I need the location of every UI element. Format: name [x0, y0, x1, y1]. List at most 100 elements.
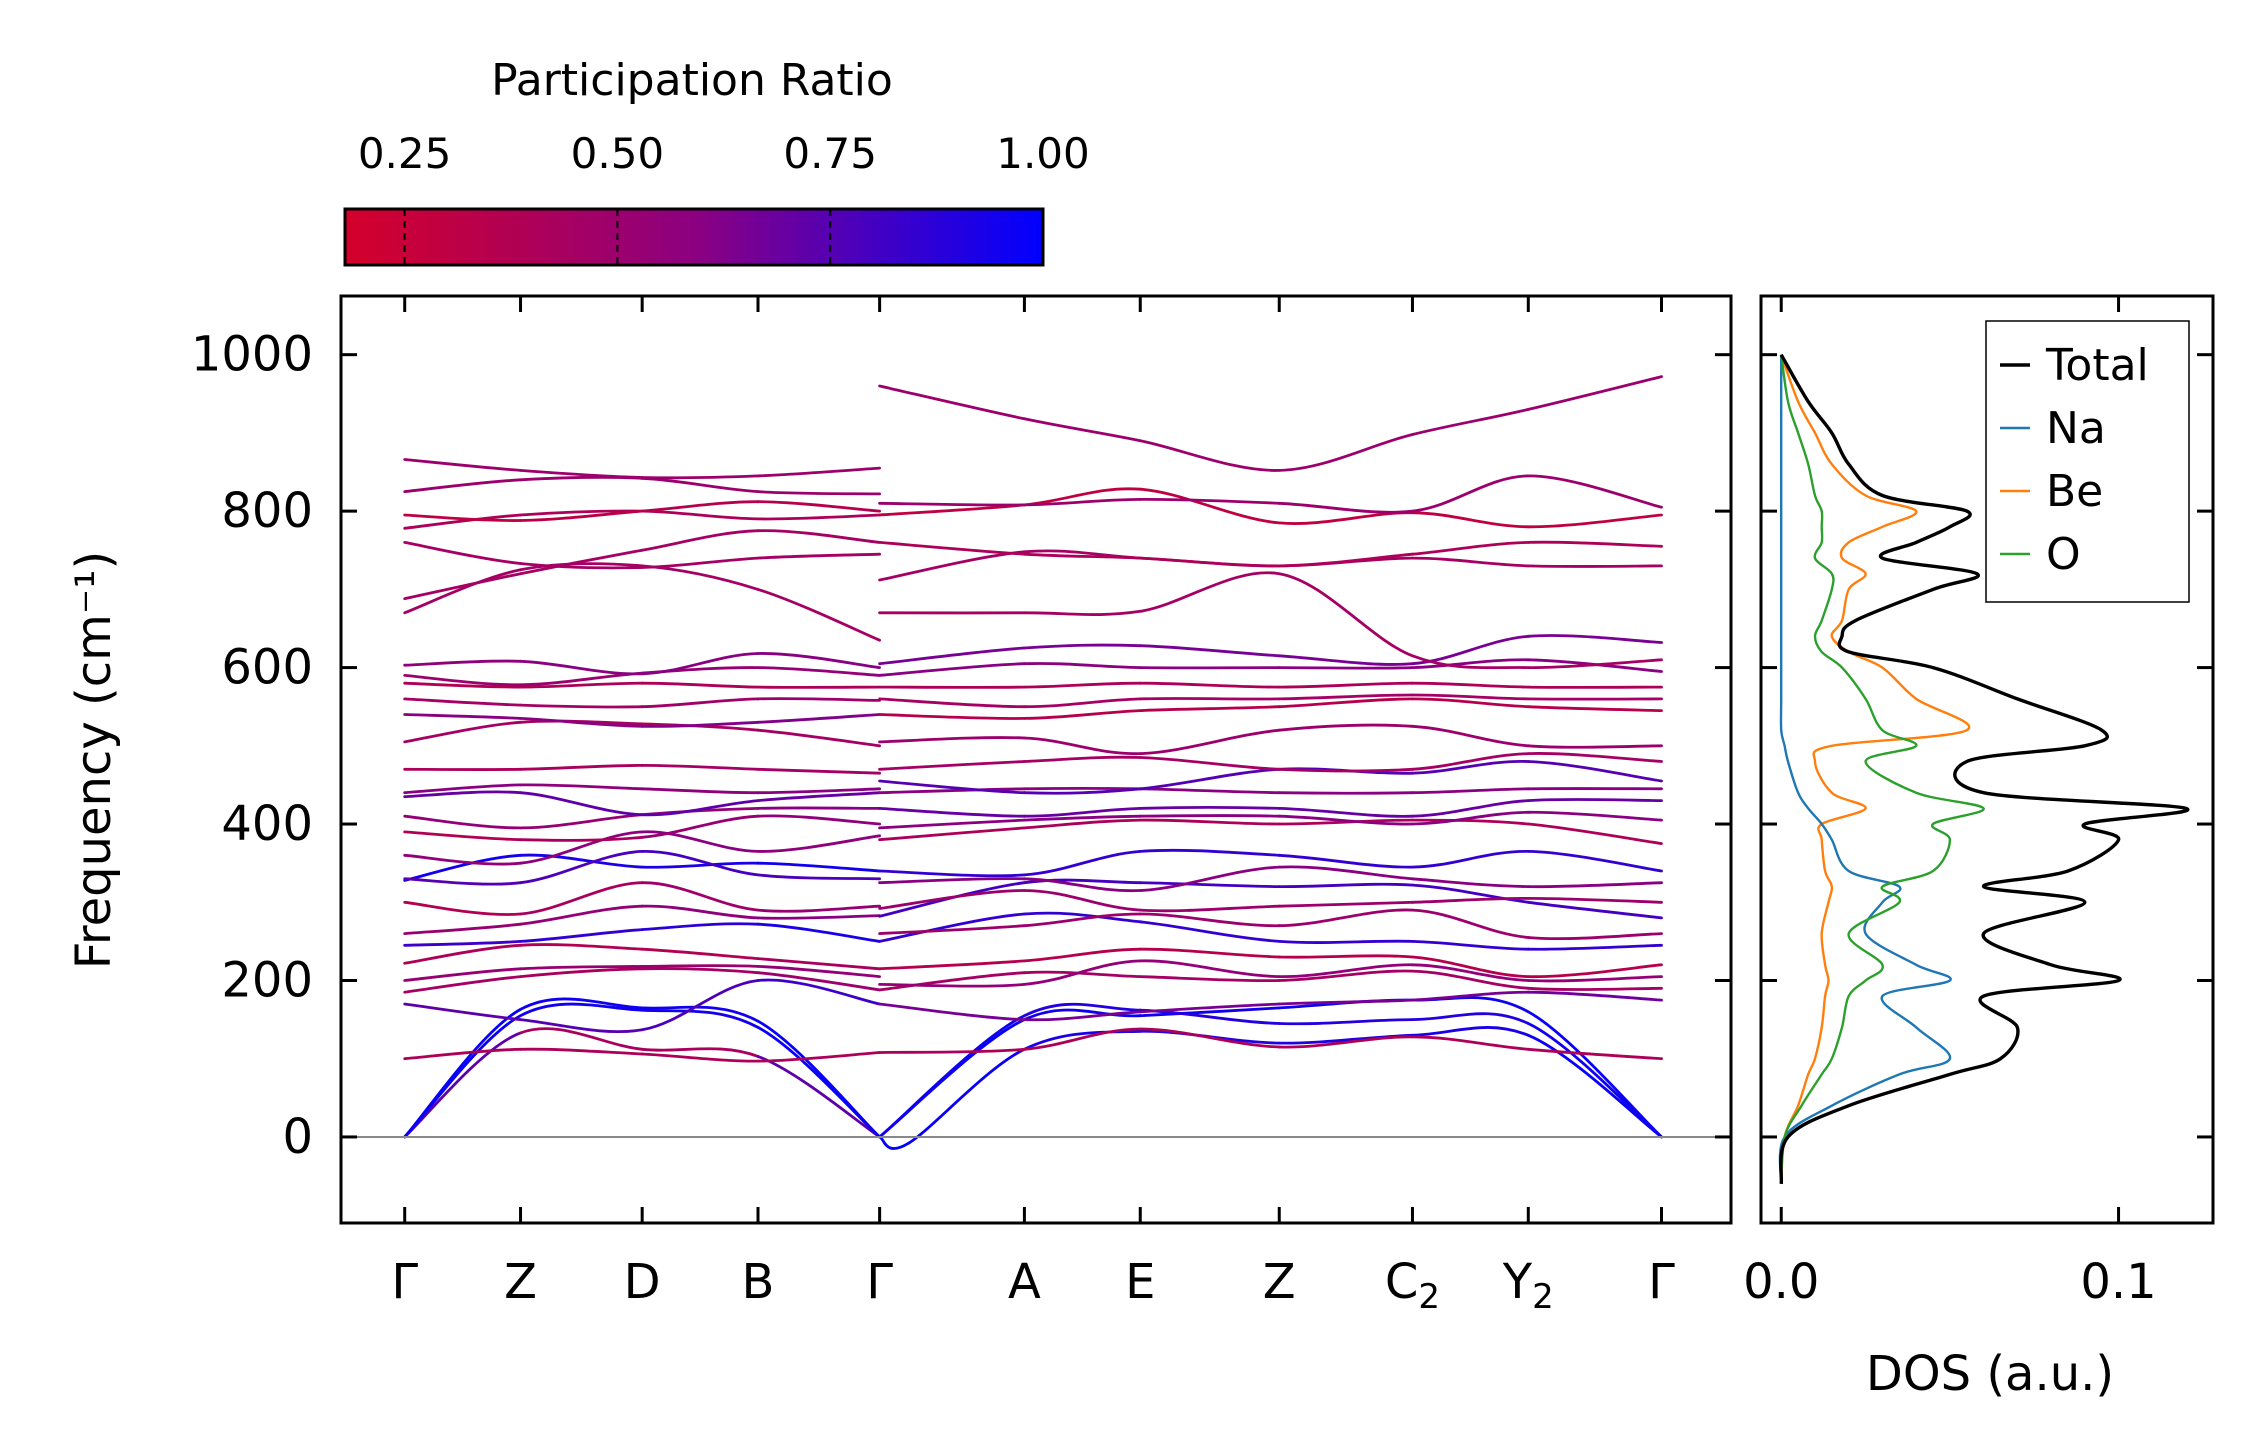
phonon-band-line: [640, 652, 760, 676]
phonon-band-line: [1411, 1035, 1530, 1051]
phonon-band-line: [1023, 912, 1142, 928]
phonon-band-line: [640, 922, 760, 931]
y-tick-label: 800: [221, 483, 313, 539]
phonon-band-line: [519, 562, 644, 572]
phonon-band-line: [756, 873, 881, 881]
phonon-band-line: [1277, 998, 1414, 1006]
phonon-band-line: [878, 646, 1026, 666]
phonon-band-line: [1411, 474, 1530, 513]
phonon-band-line: [1138, 697, 1281, 701]
band-axes-frame: [339, 294, 1733, 1225]
x-tick-label: Z: [1263, 1254, 1296, 1310]
phonon-band-line: [1023, 807, 1142, 818]
phonon-band-line: [1411, 1012, 1530, 1025]
phonon-band-line: [403, 513, 522, 522]
phonon-band-line: [1411, 724, 1530, 748]
phonon-band-line: [519, 835, 644, 842]
phonon-band-line: [756, 914, 881, 920]
phonon-band-line: [878, 662, 1026, 677]
legend-label-total: Total: [2045, 340, 2149, 391]
phonon-band-line: [403, 967, 522, 982]
phonon-band-line: [403, 877, 522, 886]
phonon-band-line: [519, 783, 644, 791]
phonon-band-line: [1277, 501, 1414, 514]
dos-line-total: [1779, 353, 2190, 1185]
phonon-band-line: [1526, 900, 1663, 920]
phonon-band-line: [1023, 709, 1142, 720]
dos-line-be: [1780, 354, 1971, 1184]
colorbar-tick-label: 0.25: [358, 129, 452, 178]
phonon-band-line: [640, 681, 760, 689]
phonon-band-line: [756, 1026, 881, 1139]
phonon-band-line: [1526, 798, 1663, 802]
phonon-band-line: [1277, 767, 1414, 773]
phonon-band-line: [1023, 417, 1142, 443]
phonon-band-line: [1023, 1010, 1142, 1022]
phonon-band-line: [1277, 963, 1414, 979]
phonon-band-line: [1411, 799, 1530, 818]
y-tick-label: 200: [221, 952, 313, 1008]
phonon-band-line: [756, 791, 881, 802]
phonon-band-line: [878, 779, 1026, 795]
phonon-band-line: [519, 548, 644, 576]
phonon-band-line: [1023, 878, 1142, 885]
phonon-band-line: [1023, 889, 1142, 912]
phonon-band-line: [1277, 511, 1414, 525]
phonon-band-line: [640, 556, 760, 569]
phonon-band-line: [1411, 681, 1530, 689]
phonon-band-line: [878, 807, 1026, 818]
phonon-band-line: [1023, 1002, 1142, 1018]
phonon-band-line: [1138, 767, 1281, 791]
phonon-band-line: [1138, 1027, 1281, 1049]
phonon-band-line: [756, 466, 881, 478]
phonon-band-line: [519, 791, 644, 817]
x-tick-label: A: [1008, 1254, 1041, 1310]
phonon-band-line: [756, 500, 881, 513]
phonon-band-line: [878, 826, 1026, 842]
phonon-band-line: [1023, 643, 1142, 650]
phonon-band-line: [640, 830, 760, 853]
phonon-band-line: [1526, 540, 1663, 548]
band-structure-panel: 0 200 400 600 800 1000 Γ Z D B Γ A E Z C2 Y2 Γ Frequenc…: [66, 294, 1733, 1317]
phonon-band-line: [640, 787, 760, 795]
phonon-band-line: [1526, 897, 1663, 904]
phonon-band-line: [756, 513, 881, 521]
phonon-band-line: [1526, 564, 1663, 568]
phonon-band-line: [1411, 634, 1530, 666]
phonon-band-line: [1277, 791, 1414, 795]
phonon-band-line: [519, 659, 644, 676]
phonon-band-line: [1411, 940, 1530, 951]
phonon-band-line: [403, 853, 522, 866]
phonon-band-line: [640, 1052, 760, 1063]
phonon-band-line: [640, 720, 760, 728]
phonon-band-line: [1277, 681, 1414, 689]
phonon-band-line: [1023, 787, 1142, 795]
phonon-band-line: [1411, 658, 1530, 669]
phonon-band-line: [519, 1018, 644, 1033]
phonon-band-line: [1411, 990, 1530, 1002]
phonon-band-line: [878, 787, 1026, 795]
phonon-band-line: [878, 713, 1026, 720]
phonon-band-line: [1138, 865, 1281, 892]
phonon-band-line: [640, 500, 760, 513]
phonon-band-line: [519, 928, 644, 943]
phonon-band-line: [519, 965, 644, 971]
phonon-band-line: [1411, 897, 1530, 904]
phonon-band-line: [1138, 975, 1281, 983]
phonon-band-line: [640, 764, 760, 771]
phonon-band-line: [1526, 986, 1663, 991]
colorbar: Participation Ratio 0.25 0.50 0.75 1.00: [343, 55, 1090, 267]
phonon-band-line: [1526, 822, 1663, 845]
phonon-band-line: [1526, 881, 1663, 889]
phonon-band-line: [1138, 681, 1281, 689]
phonon-band-line: [403, 1008, 522, 1139]
phonon-band-line: [403, 1031, 522, 1139]
phonon-band-line: [403, 458, 522, 472]
phonon-band-line: [1023, 947, 1142, 963]
phonon-band-line: [640, 861, 760, 869]
x-tick-label: Z: [504, 1254, 537, 1310]
phonon-band-line: [519, 509, 644, 522]
dos-panel: 0.0 0.1 DOS (a.u.) Total Na Be O: [1743, 294, 2215, 1402]
phonon-band-line: [640, 799, 760, 817]
phonon-band-line: [756, 652, 881, 669]
